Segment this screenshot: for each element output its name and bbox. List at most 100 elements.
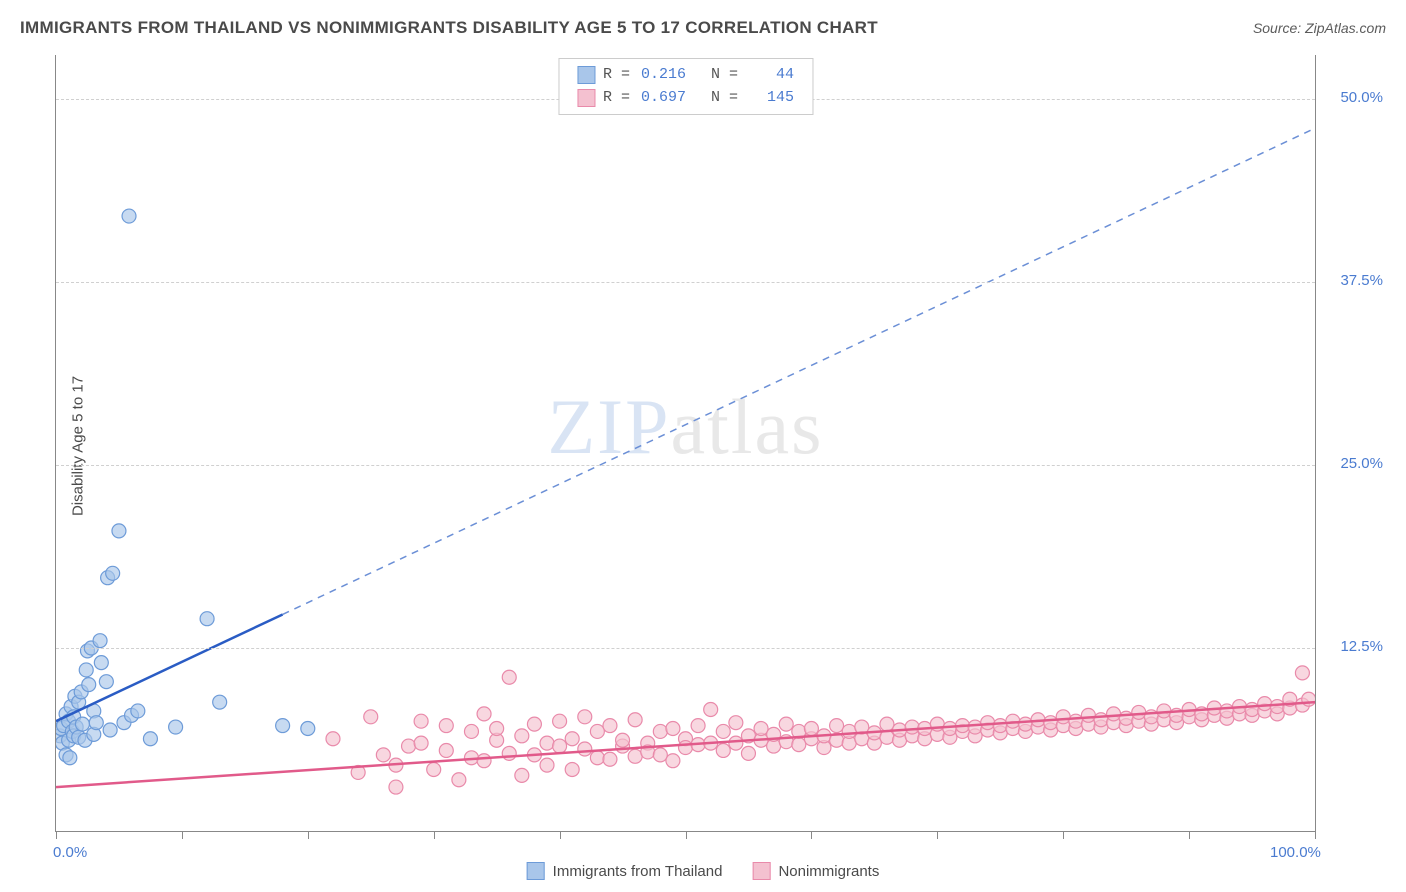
data-point [515,768,529,782]
data-point [502,746,516,760]
data-point [553,739,567,753]
data-point [1220,704,1234,718]
data-point [540,758,554,772]
trend-line-solid [56,702,1315,787]
x-tick-label: 100.0% [1270,844,1321,861]
x-tick [1063,831,1064,839]
data-point [213,695,227,709]
data-point [1295,666,1309,680]
r-value-1: 0.216 [638,64,686,87]
gridline [56,465,1315,466]
data-point [628,713,642,727]
data-point [729,716,743,730]
data-point [716,724,730,738]
r-label: R = [603,64,630,87]
data-point [880,717,894,731]
trend-line-dashed [283,128,1315,614]
x-tick [1315,831,1316,839]
data-point [1132,705,1146,719]
data-point [89,716,103,730]
plot-svg [56,55,1315,831]
data-point [666,754,680,768]
data-point [112,524,126,538]
data-point [1056,710,1070,724]
chart-title: IMMIGRANTS FROM THAILAND VS NONIMMIGRANT… [20,18,878,38]
data-point [666,722,680,736]
data-point [1081,708,1095,722]
gridline [56,282,1315,283]
data-point [490,722,504,736]
data-point [830,719,844,733]
x-tick [56,831,57,839]
data-point [464,724,478,738]
data-point [414,736,428,750]
y-tick-label: 25.0% [1340,455,1383,472]
data-point [99,675,113,689]
data-point [527,717,541,731]
data-point [63,751,77,765]
y-tick-label: 37.5% [1340,272,1383,289]
data-point [106,566,120,580]
data-point [301,722,315,736]
data-point [679,741,693,755]
data-point [616,733,630,747]
data-point [905,720,919,734]
data-point [276,719,290,733]
x-tick [308,831,309,839]
data-point [439,719,453,733]
data-point [502,670,516,684]
r-label: R = [603,87,630,110]
data-point [75,717,89,731]
data-point [653,724,667,738]
data-point [981,716,995,730]
data-point [553,714,567,728]
data-point [578,710,592,724]
data-point [603,719,617,733]
data-point [729,736,743,750]
y-tick-label: 50.0% [1340,89,1383,106]
series-legend: Immigrants from Thailand Nonimmigrants [527,862,880,880]
data-point [427,763,441,777]
data-point [93,634,107,648]
data-point [590,751,604,765]
data-point [704,702,718,716]
data-point [691,719,705,733]
data-point [653,748,667,762]
data-point [94,656,108,670]
data-point [716,743,730,757]
swatch-series-2 [577,89,595,107]
data-point [628,749,642,763]
data-point [943,722,957,736]
data-point [414,714,428,728]
data-point [565,732,579,746]
swatch-series-1 [527,862,545,880]
title-bar: IMMIGRANTS FROM THAILAND VS NONIMMIGRANT… [20,18,1386,38]
data-point [389,780,403,794]
legend-row-series-1: R = 0.216 N = 44 [577,64,794,87]
data-point [452,773,466,787]
data-point [1270,700,1284,714]
data-point [515,729,529,743]
data-point [1094,713,1108,727]
data-point [200,612,214,626]
legend-item-1: Immigrants from Thailand [527,862,723,880]
data-point [1018,717,1032,731]
data-point [578,742,592,756]
x-tick [182,831,183,839]
legend-label-2: Nonimmigrants [778,863,879,880]
n-value-2: 145 [746,87,794,110]
data-point [477,707,491,721]
swatch-series-1 [577,66,595,84]
data-point [968,720,982,734]
x-tick [560,831,561,839]
legend-row-series-2: R = 0.697 N = 145 [577,87,794,110]
legend-label-1: Immigrants from Thailand [553,863,723,880]
x-tick [686,831,687,839]
n-label: N = [711,87,738,110]
data-point [540,736,554,750]
data-point [993,719,1007,733]
data-point [1107,707,1121,721]
data-point [792,738,806,752]
x-tick [811,831,812,839]
gridline [56,648,1315,649]
